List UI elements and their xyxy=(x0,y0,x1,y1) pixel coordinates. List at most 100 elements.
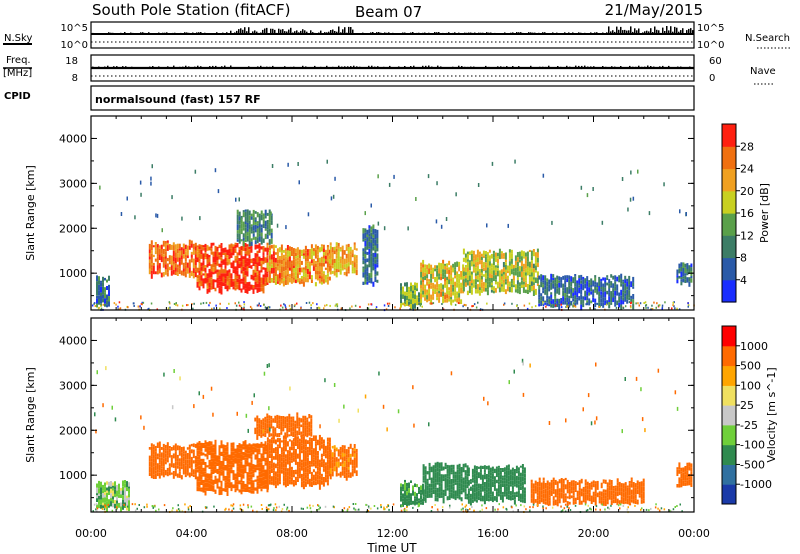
data-cell xyxy=(351,253,354,258)
data-cell xyxy=(258,471,261,475)
data-cell xyxy=(351,263,354,267)
noise-cell xyxy=(598,306,600,308)
data-cell xyxy=(444,281,447,286)
data-cell xyxy=(548,299,551,304)
data-cell xyxy=(236,255,239,261)
data-cell xyxy=(114,500,116,504)
data-cell xyxy=(322,248,325,253)
data-cell xyxy=(252,288,255,294)
data-cell xyxy=(234,448,237,452)
data-cell xyxy=(448,290,451,296)
noise-cell xyxy=(473,303,476,306)
y-tick-label: 3000 xyxy=(59,177,87,190)
data-cell xyxy=(198,280,201,284)
data-cell xyxy=(274,447,277,452)
data-cell xyxy=(298,267,301,273)
data-cell xyxy=(501,468,504,472)
data-cell xyxy=(202,452,205,456)
data-cell xyxy=(210,458,213,462)
noise-cell xyxy=(644,301,647,304)
data-cell xyxy=(256,265,259,272)
data-cell xyxy=(296,453,299,459)
data-cell xyxy=(530,263,533,268)
sparse-echo xyxy=(685,212,687,216)
data-cell xyxy=(370,267,373,273)
data-cell xyxy=(538,299,541,304)
data-cell xyxy=(246,484,249,490)
data-cell xyxy=(478,287,481,291)
data-cell xyxy=(628,275,631,280)
data-cell xyxy=(272,475,275,479)
data-cell xyxy=(351,465,354,469)
data-cell xyxy=(214,439,217,446)
data-cell xyxy=(310,446,313,450)
data-cell xyxy=(512,275,515,281)
data-cell xyxy=(466,481,469,485)
data-cell xyxy=(314,282,317,287)
data-cell xyxy=(294,480,297,486)
data-cell xyxy=(328,446,331,452)
noise-cell xyxy=(672,304,674,307)
data-cell xyxy=(268,448,271,451)
data-cell xyxy=(316,451,319,456)
sparse-echo xyxy=(445,217,448,221)
data-cell xyxy=(372,234,375,238)
data-cell xyxy=(280,279,283,284)
data-cell xyxy=(166,272,169,277)
data-cell xyxy=(188,459,191,466)
data-cell xyxy=(512,271,515,276)
data-cell xyxy=(240,267,243,271)
data-cell xyxy=(200,244,203,250)
data-cell xyxy=(320,457,323,462)
data-cell xyxy=(335,447,338,452)
data-cell xyxy=(592,483,595,488)
noise-cell xyxy=(257,304,260,307)
data-cell xyxy=(620,483,623,488)
sparse-echo xyxy=(601,220,604,225)
data-cell xyxy=(174,443,177,446)
data-cell xyxy=(152,458,155,463)
data-cell xyxy=(148,268,151,275)
data-cell xyxy=(558,498,561,504)
data-cell xyxy=(160,447,163,450)
data-cell xyxy=(274,480,277,485)
data-cell xyxy=(343,272,346,276)
data-cell xyxy=(196,251,199,258)
data-cell xyxy=(355,463,358,468)
data-cell xyxy=(558,479,561,484)
data-cell xyxy=(300,459,303,463)
data-cell xyxy=(282,418,285,425)
data-cell xyxy=(491,466,494,472)
data-cell xyxy=(468,281,471,286)
data-cell xyxy=(490,271,493,275)
data-cell xyxy=(572,292,575,297)
data-cell xyxy=(176,272,179,276)
data-cell xyxy=(184,265,187,272)
data-cell xyxy=(586,281,589,284)
data-cell xyxy=(504,272,507,277)
data-cell xyxy=(250,465,253,472)
data-cell xyxy=(246,261,249,267)
data-cell xyxy=(206,245,209,251)
noise-cell xyxy=(167,307,170,310)
data-cell xyxy=(302,267,305,270)
data-cell xyxy=(339,263,342,269)
data-cell xyxy=(480,256,483,261)
data-cell xyxy=(188,239,191,246)
data-cell xyxy=(118,494,120,498)
data-cell xyxy=(248,489,251,493)
data-cell xyxy=(420,284,423,289)
data-cell xyxy=(341,473,344,476)
data-cell xyxy=(492,265,495,271)
nsky-spike xyxy=(648,31,650,34)
data-cell xyxy=(331,252,334,256)
data-cell xyxy=(518,271,521,275)
data-cell xyxy=(486,276,489,282)
data-cell xyxy=(264,228,267,231)
data-cell xyxy=(292,251,295,255)
data-cell xyxy=(310,279,313,283)
data-cell xyxy=(240,278,243,282)
data-cell xyxy=(308,432,311,436)
data-cell xyxy=(494,281,497,285)
data-cell xyxy=(164,472,167,476)
